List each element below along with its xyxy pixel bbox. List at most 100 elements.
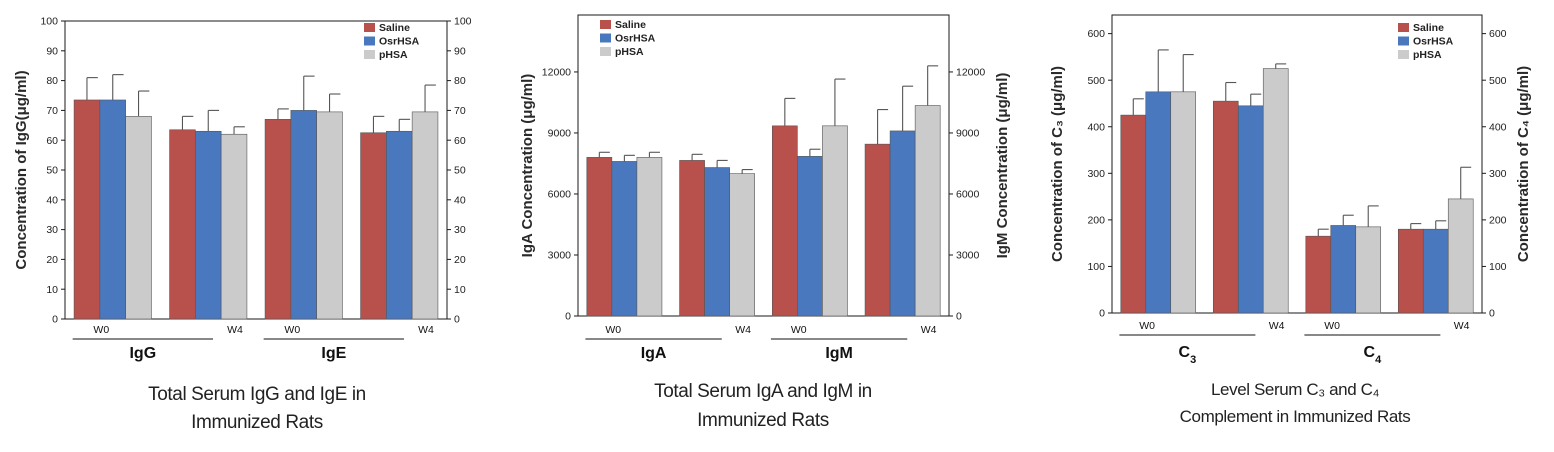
x-subcategory-label: W4	[1269, 320, 1285, 332]
y-left-tick-label: 500	[1087, 75, 1105, 87]
y-left-tick-label: 0	[52, 314, 58, 326]
y-left-tick-label: 600	[1087, 28, 1105, 40]
y-right-tick-label: 400	[1489, 121, 1507, 133]
y-axis-label-left: Concentration of IgG(μg/ml)	[13, 70, 30, 269]
y-right-tick-label: 10	[454, 284, 466, 296]
y-right-tick-label: 0	[956, 311, 962, 323]
bar-osrhsa	[1422, 228, 1449, 314]
bar-osrhsa	[99, 99, 126, 320]
x-group-label: IgE	[321, 345, 346, 362]
y-right-tick-label: 0	[1489, 308, 1495, 320]
bar-phsa	[220, 133, 248, 320]
x-subcategory-label: W4	[418, 324, 434, 336]
x-subcategory-label: W0	[605, 324, 621, 336]
bar-saline	[73, 99, 101, 320]
y-right-tick-label: 9000	[956, 128, 980, 140]
bar-osrhsa	[611, 161, 638, 317]
y-left-tick-label: 100	[40, 16, 58, 28]
y-left-tick-label: 90	[46, 45, 58, 57]
bar-saline	[679, 160, 705, 317]
bar-osrhsa	[1237, 105, 1264, 314]
bar-phsa	[729, 173, 755, 317]
bar-saline	[772, 125, 798, 317]
bar-phsa	[636, 157, 663, 317]
bar-saline	[586, 157, 613, 317]
plot-frame	[1111, 14, 1483, 314]
y-left-tick-label: 60	[46, 135, 58, 147]
y-left-tick-label: 12000	[542, 67, 571, 79]
x-group-label: IgM	[825, 345, 853, 362]
chart-panel-c3-c4: 0 100 200 300 400 500 600 0 100 200 300 400 500 600 Co…	[1049, 14, 1532, 426]
bar-phsa	[1170, 91, 1197, 314]
bar-osrhsa	[386, 130, 413, 320]
y-right-tick-label: 90	[454, 45, 466, 57]
bar-osrhsa	[1145, 91, 1172, 314]
x-subcategory-label: W4	[735, 324, 751, 336]
y-right-tick-label: 100	[454, 16, 472, 28]
y-left-tick-label: 10	[46, 284, 58, 296]
legend-swatch-osrhsa	[600, 33, 611, 43]
chart-caption-line-2: Immunized Rats	[191, 412, 323, 433]
bar-osrhsa	[1330, 225, 1357, 314]
y-left-tick-label: 80	[46, 75, 58, 87]
legend-label-saline: Saline	[1413, 22, 1444, 34]
legend-label-phsa: pHSA	[1413, 49, 1442, 61]
x-subcategory-label: W4	[921, 324, 937, 336]
x-subcategory-label: W0	[1139, 320, 1155, 332]
y-axis-label-right: IgM Concentration (μg/ml)	[994, 73, 1011, 259]
y-left-tick-label: 20	[46, 254, 58, 266]
x-group-label: IgA	[641, 345, 667, 362]
chart-caption-line-2: Immunized Rats	[697, 410, 829, 431]
bar-osrhsa	[290, 110, 317, 320]
y-right-tick-label: 100	[1489, 261, 1507, 273]
y-left-tick-label: 100	[1087, 261, 1105, 273]
y-right-tick-label: 500	[1489, 75, 1507, 87]
y-right-tick-label: 60	[454, 135, 466, 147]
x-subcategory-label: W0	[93, 324, 109, 336]
legend-swatch-phsa	[1398, 50, 1409, 59]
x-group-label: C3	[1179, 344, 1197, 366]
bar-osrhsa	[797, 156, 823, 317]
bar-osrhsa	[195, 130, 222, 320]
y-right-tick-label: 6000	[956, 189, 980, 201]
chart-caption-line-1: Level Serum C₃ and C₄	[1211, 380, 1379, 399]
bar-saline	[1397, 228, 1424, 314]
legend-swatch-saline	[600, 20, 611, 29]
y-left-tick-label: 400	[1087, 121, 1105, 133]
legend-swatch-osrhsa	[364, 36, 375, 46]
bar-phsa	[411, 111, 439, 320]
y-right-tick-label: 300	[1489, 168, 1507, 180]
x-subcategory-label: W0	[1324, 320, 1340, 332]
y-left-tick-label: 50	[46, 165, 58, 177]
bar-saline	[864, 143, 891, 317]
y-left-tick-label: 6000	[548, 189, 572, 201]
legend-swatch-saline	[364, 23, 375, 32]
chart-caption-line-2: Complement in Immunized Rats	[1180, 407, 1411, 426]
y-left-tick-label: 0	[565, 311, 571, 323]
y-right-tick-label: 40	[454, 194, 466, 206]
y-right-tick-label: 12000	[956, 67, 985, 79]
x-subcategory-label: W4	[1454, 320, 1470, 332]
legend-label-phsa: pHSA	[615, 46, 644, 58]
bar-osrhsa	[889, 130, 916, 317]
x-group-label-subscript: 4	[1375, 354, 1382, 366]
y-right-tick-label: 200	[1489, 214, 1507, 226]
chart-caption-line-1: Total Serum IgG and IgE in	[148, 384, 366, 405]
y-right-tick-label: 30	[454, 224, 466, 236]
y-left-tick-label: 3000	[548, 250, 572, 262]
x-subcategory-label: W0	[284, 324, 300, 336]
y-axis-label-right: Concentration of C₄ (μg/ml)	[1515, 66, 1532, 262]
y-right-tick-label: 80	[454, 75, 466, 87]
bar-saline	[264, 119, 292, 320]
legend-swatch-saline	[1398, 23, 1409, 32]
bar-phsa	[125, 116, 152, 320]
y-left-tick-label: 70	[46, 105, 58, 117]
y-right-tick-label: 20	[454, 254, 466, 266]
bar-phsa	[1447, 198, 1474, 314]
x-subcategory-label: W0	[791, 324, 807, 336]
y-right-tick-label: 600	[1489, 28, 1507, 40]
legend-label-osrhsa: OsrHSA	[1413, 36, 1454, 48]
plot-frame	[577, 14, 950, 317]
legend-label-phsa: pHSA	[379, 49, 408, 61]
legend-label-saline: Saline	[379, 22, 410, 34]
